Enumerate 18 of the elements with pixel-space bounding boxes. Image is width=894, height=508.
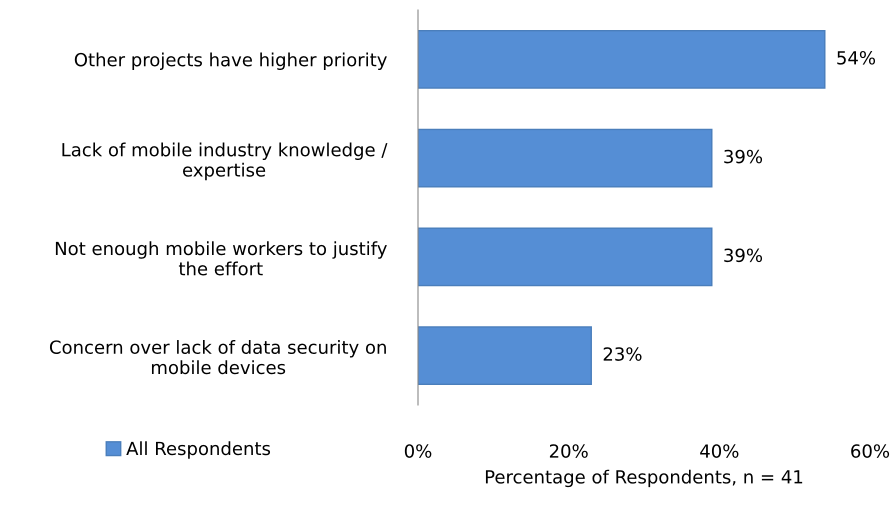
y-tick-label: Lack of mobile industry knowledge / expertise bbox=[62, 142, 388, 180]
x-axis-title: Percentage of Respondents, n = 41 bbox=[486, 470, 802, 488]
y-tick-label: Concern over lack of data security on mobile devices bbox=[50, 340, 386, 374]
x-tick-label: 20% bbox=[550, 444, 588, 458]
x-tick-label: 40% bbox=[700, 444, 738, 458]
x-tick-label: 0% bbox=[404, 444, 432, 458]
x-tick-label: 60% bbox=[851, 444, 890, 458]
data-label: 54% bbox=[837, 50, 876, 65]
bar bbox=[418, 128, 712, 188]
bar bbox=[418, 30, 826, 89]
data-label: 23% bbox=[604, 347, 642, 361]
data-label: 39% bbox=[724, 150, 762, 164]
y-tick-label: Not enough mobile workers to justify the effort bbox=[56, 241, 387, 276]
data-label: 39% bbox=[724, 248, 762, 262]
y-tick-label: Other projects have higher priority bbox=[74, 52, 387, 70]
bar bbox=[418, 326, 592, 385]
legend-label: All Respondents bbox=[126, 441, 270, 459]
bar bbox=[418, 228, 712, 286]
